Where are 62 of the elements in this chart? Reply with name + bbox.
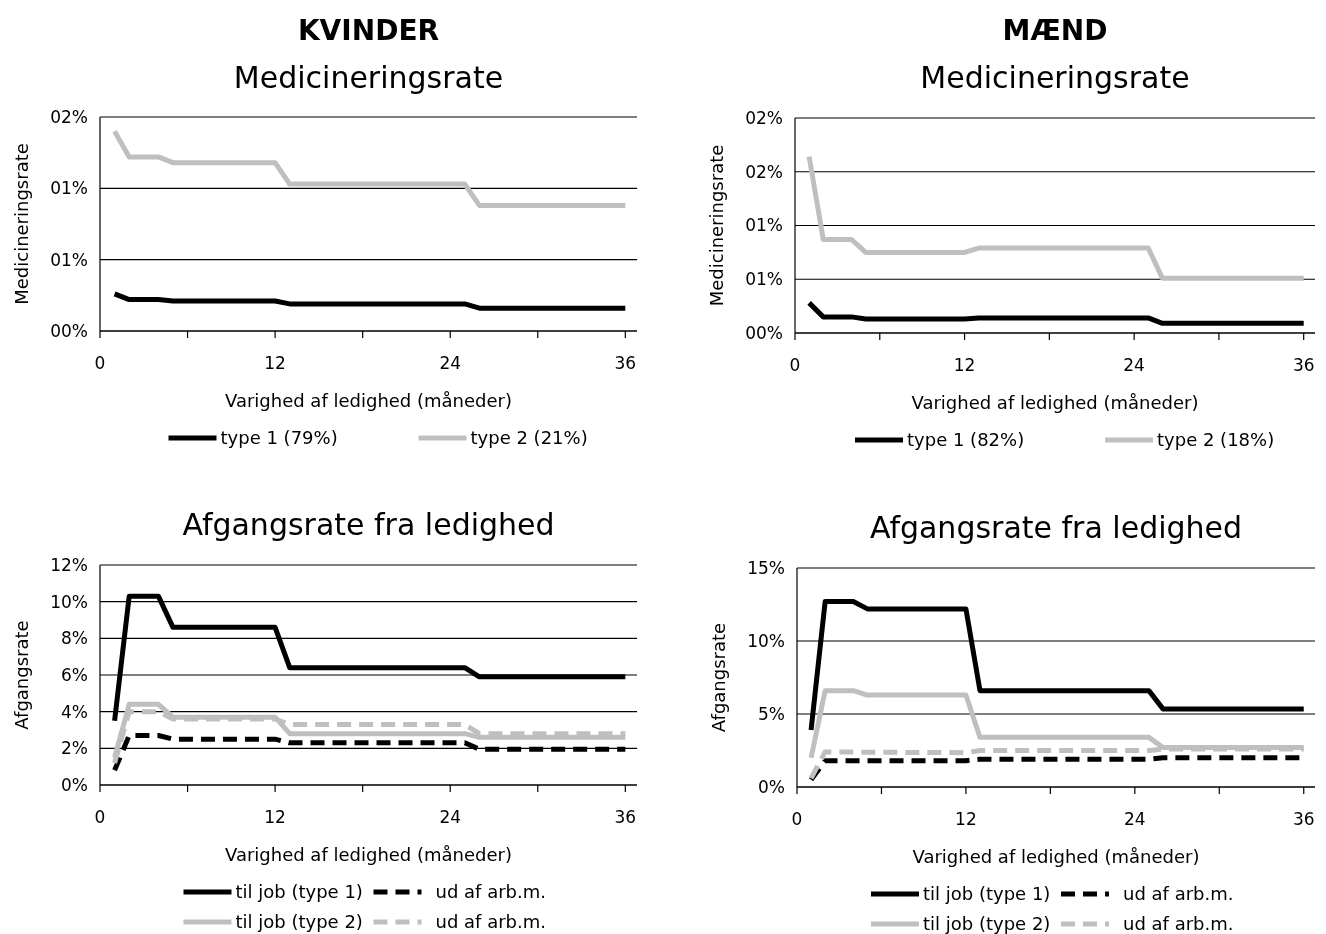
legend-label: type 2 (21%) xyxy=(470,427,588,449)
x-tick-label: 0 xyxy=(94,807,106,827)
x-axis-title: Varighed af ledighed (måneder) xyxy=(224,844,513,865)
x-tick-label: 12 xyxy=(264,807,286,827)
chart-subtitle: Medicineringsrate xyxy=(233,60,504,95)
legend-label: type 2 (18%) xyxy=(1157,429,1275,451)
x-tick-label: 24 xyxy=(439,807,462,827)
y-tick-label: 00% xyxy=(745,322,783,343)
legend-label: til job (type 1) xyxy=(923,883,1051,905)
x-tick-label: 24 xyxy=(1124,809,1146,829)
x-tick-label: 36 xyxy=(1292,355,1315,375)
x-tick-label: 0 xyxy=(789,355,801,375)
x-tick-label: 12 xyxy=(955,809,977,829)
legend-label: til job (type 2) xyxy=(923,913,1051,934)
chart-title: Afgangsrate fra ledighed xyxy=(869,510,1243,545)
x-tick-label: 36 xyxy=(614,807,637,827)
legend-label: ud af arb.m. xyxy=(435,911,546,933)
legend-label: type 1 (82%) xyxy=(907,429,1025,451)
legend-label: til job (type 1) xyxy=(235,881,363,903)
y-tick-label: 02% xyxy=(50,106,88,127)
legend-label: ud af arb.m. xyxy=(1123,913,1234,934)
chart-subtitle: Medicineringsrate xyxy=(920,60,1190,95)
chart-title: KVINDER xyxy=(297,14,440,47)
legend-label: ud af arb.m. xyxy=(435,881,546,903)
y-tick-label: 0% xyxy=(61,774,88,795)
y-tick-label: 10% xyxy=(50,591,88,612)
y-tick-label: 01% xyxy=(745,215,783,236)
x-tick-label: 24 xyxy=(439,353,462,373)
x-axis-title: Varighed af ledighed (måneder) xyxy=(224,390,513,411)
legend-label: type 1 (79%) xyxy=(220,427,338,449)
x-tick-label: 36 xyxy=(1292,809,1315,829)
y-tick-label: 10% xyxy=(747,630,785,651)
x-tick-label: 36 xyxy=(614,353,637,373)
y-tick-label: 01% xyxy=(50,249,88,270)
y-tick-label: 6% xyxy=(61,664,88,685)
x-tick-label: 12 xyxy=(953,355,976,375)
legend-label: til job (type 2) xyxy=(235,911,363,933)
chart-title: MÆND xyxy=(1002,14,1108,47)
y-tick-label: 12% xyxy=(50,554,88,575)
chart-title: Afgangsrate fra ledighed xyxy=(182,507,555,542)
y-axis-title: Afgangsrate xyxy=(708,622,729,733)
x-tick-label: 0 xyxy=(94,353,106,373)
y-tick-label: 8% xyxy=(61,628,88,649)
x-tick-label: 12 xyxy=(264,353,286,373)
y-tick-label: 2% xyxy=(61,738,88,759)
x-axis-title: Varighed af ledighed (måneder) xyxy=(912,846,1200,867)
y-tick-label: 0% xyxy=(758,776,785,797)
x-axis-title: Varighed af ledighed (måneder) xyxy=(911,392,1199,413)
y-tick-label: 02% xyxy=(745,107,783,128)
legend-label: ud af arb.m. xyxy=(1123,883,1234,905)
x-tick-label: 24 xyxy=(1123,355,1145,375)
y-tick-label: 4% xyxy=(61,701,88,722)
y-tick-label: 01% xyxy=(745,269,783,290)
y-axis-title: Medicineringsrate xyxy=(706,144,727,307)
y-tick-label: 00% xyxy=(50,320,88,341)
y-tick-label: 5% xyxy=(758,703,785,724)
x-tick-label: 0 xyxy=(791,809,803,829)
y-tick-label: 01% xyxy=(50,178,88,199)
y-tick-label: 15% xyxy=(747,557,785,578)
y-axis-title: Afgangsrate xyxy=(11,620,32,730)
y-axis-title: Medicineringsrate xyxy=(11,143,32,305)
y-tick-label: 02% xyxy=(745,161,783,182)
